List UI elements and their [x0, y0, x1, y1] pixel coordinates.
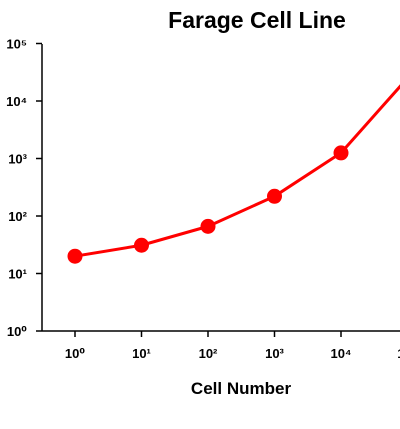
data-point-1 — [67, 248, 83, 264]
x-ticks: 10⁰ 10¹ 10² 10³ 10⁴ 10⁵ — [65, 331, 400, 361]
x-tick-label: 10⁵ — [397, 346, 400, 361]
y-tick-label: 10⁴ — [6, 94, 27, 109]
x-tick-label: 10² — [199, 346, 218, 361]
x-tick-label: 10⁴ — [331, 346, 352, 361]
data-point-2 — [134, 237, 149, 253]
x-tick-label: 10⁰ — [65, 346, 85, 361]
data-point-4 — [267, 188, 282, 204]
series-line — [74, 84, 400, 258]
y-tick-label: 10² — [8, 209, 27, 224]
y-tick-label: 10⁰ — [7, 324, 27, 339]
data-point-3 — [200, 218, 216, 234]
axes — [41, 44, 400, 332]
y-tick-label: 10¹ — [8, 267, 27, 282]
x-tick-label: 10¹ — [132, 346, 151, 361]
series — [67, 84, 400, 264]
data-point-5 — [333, 145, 349, 161]
y-tick-label: 10³ — [8, 152, 27, 167]
x-axis-label: Cell Number — [191, 379, 292, 398]
x-tick-label: 10³ — [265, 346, 284, 361]
y-tick-label: 10⁵ — [6, 37, 27, 52]
chart-title: Farage Cell Line — [168, 7, 346, 33]
y-ticks: 10⁰ 10¹ 10² 10³ 10⁴ 10⁵ — [6, 37, 42, 339]
